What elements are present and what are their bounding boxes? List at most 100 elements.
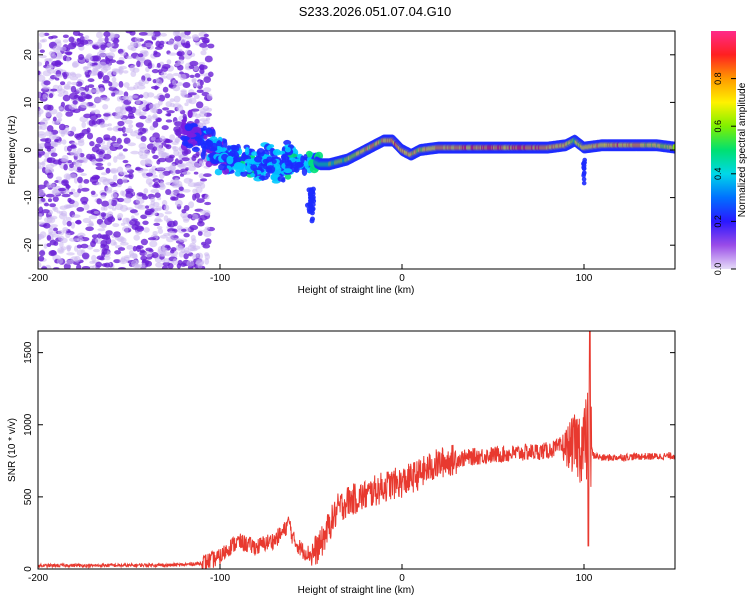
spectrogram-noise-point	[55, 51, 63, 58]
spectrogram-noise-point	[126, 244, 134, 250]
spectrogram-noise-point	[108, 81, 113, 87]
spectrogram-noise-point	[135, 99, 141, 105]
spectrogram-noise-point	[199, 36, 208, 40]
spectrogram-ridge-point	[672, 144, 675, 152]
spectrogram-noise-point	[56, 258, 64, 264]
spectrogram-noise-point	[38, 213, 43, 217]
spectrogram-noise-point	[134, 203, 143, 209]
spectrogram-noise-point	[151, 252, 159, 259]
spectrogram-noise-point	[112, 143, 121, 148]
spectrogram-ridge-point	[293, 165, 300, 173]
spectrogram-noise-point	[167, 220, 176, 228]
spectrogram-noise-point	[184, 43, 191, 49]
spectrogram-noise-point	[144, 251, 153, 258]
spectrogram-ridge-point	[180, 135, 190, 141]
spectrogram-ridge-point	[266, 145, 271, 151]
spectrogram-noise-point	[174, 35, 182, 42]
spectrogram-noise-point	[162, 64, 171, 69]
spectrogram-noise-point	[71, 81, 78, 86]
spectrogram-noise-point	[105, 57, 111, 65]
spectrogram-noise-point	[53, 241, 59, 246]
spectrogram-noise-point	[41, 266, 48, 269]
spectrogram-noise-point	[161, 125, 169, 131]
spectrogram-noise-point	[150, 197, 156, 202]
spectrogram-ridge-point	[284, 159, 292, 167]
spectrogram-noise-point	[66, 81, 72, 86]
spectrogram-noise-point	[203, 33, 209, 38]
spectrogram-ridge-point	[582, 170, 587, 176]
x-tick-label: 0	[399, 273, 405, 284]
spectrogram-noise-point	[106, 127, 113, 131]
spectrogram-noise-point	[147, 114, 152, 122]
colorbar-tick-label: 0.4	[713, 168, 723, 181]
spectrogram-noise-point	[196, 252, 204, 260]
spectrogram-noise-point	[81, 121, 86, 128]
spectrogram-noise-point	[152, 146, 158, 151]
spectrogram-noise-point	[106, 42, 115, 48]
spectrogram-noise-point	[204, 238, 212, 245]
spectrogram-noise-point	[70, 151, 76, 156]
y-tick-label: 1500	[23, 341, 34, 364]
spectrogram-noise-point	[131, 263, 141, 268]
spectrogram-noise-point	[116, 90, 124, 95]
spectrogram-noise-point	[175, 130, 182, 137]
spectrogram-noise-point	[132, 245, 137, 252]
spectrogram-noise-point	[59, 46, 67, 52]
spectrogram-noise-point	[89, 141, 95, 147]
spectrogram-noise-point	[56, 111, 63, 119]
spectrogram-noise-point	[104, 36, 109, 44]
spectrogram-noise-point	[110, 169, 117, 173]
spectrogram-noise-point	[196, 198, 205, 204]
spectrogram-noise-point	[92, 67, 99, 72]
spectrogram-noise-point	[139, 146, 148, 154]
spectrogram-noise-point	[139, 115, 147, 120]
spectrogram-noise-point	[159, 172, 165, 179]
spectrogram-ridge-point	[187, 109, 193, 119]
spectrogram-noise-point	[134, 129, 140, 134]
spectrogram-noise-point	[148, 103, 156, 110]
spectrogram-noise-point	[199, 79, 204, 86]
spectrogram-noise-point	[51, 188, 59, 196]
colorbar-tick-label: 0.6	[713, 120, 723, 133]
spectrogram-noise-point	[46, 63, 53, 69]
y-tick-label: 0	[23, 147, 34, 153]
spectrogram-noise-point	[125, 106, 133, 112]
spectrogram-noise-point	[46, 243, 52, 247]
spectrogram-noise-point	[62, 34, 69, 39]
spectrogram-noise-point	[183, 253, 189, 260]
spectrogram-noise-point	[38, 91, 42, 98]
spectrogram-noise-point	[203, 231, 212, 238]
spectrogram-noise-point	[131, 218, 139, 222]
spectrogram-frame	[37, 30, 676, 270]
spectrogram-noise-point	[150, 212, 158, 216]
spectrogram-noise-point	[183, 233, 190, 238]
spectrogram-noise-point	[41, 160, 46, 167]
spectrogram-noise-point	[119, 204, 128, 212]
spectrogram-ridge-point	[309, 218, 315, 224]
spectrogram-noise-point	[70, 256, 78, 262]
spectrogram-noise-point	[77, 176, 83, 183]
spectrogram-noise-point	[87, 78, 95, 83]
spectrogram-noise-point	[123, 137, 131, 144]
spectrogram-noise-point	[168, 39, 175, 46]
spectrogram-noise-point	[65, 216, 72, 222]
spectrogram-noise-point	[172, 258, 178, 266]
spectrogram-noise-point	[147, 237, 157, 241]
spectrogram-noise-point	[87, 84, 95, 88]
spectrogram-ridge-point	[306, 206, 312, 212]
spectrogram-noise-point	[46, 147, 52, 152]
spectrogram-noise-point	[57, 230, 65, 236]
spectrogram-noise-point	[138, 111, 147, 116]
spectrogram-noise-point	[62, 227, 69, 232]
spectrogram-noise-point	[68, 42, 77, 50]
spectrogram-noise-point	[94, 143, 102, 148]
spectrogram-noise-point	[82, 217, 92, 224]
spectrogram-noise-point	[130, 71, 137, 77]
spectrogram-noise-point	[95, 158, 104, 162]
spectrogram-noise-point	[95, 162, 104, 167]
spectrogram-noise-point	[138, 32, 148, 36]
spectrogram-noise-point	[137, 127, 147, 135]
spectrogram-noise-point	[99, 87, 104, 94]
spectrogram-noise-point	[57, 93, 64, 97]
spectrogram-noise-point	[38, 262, 42, 268]
